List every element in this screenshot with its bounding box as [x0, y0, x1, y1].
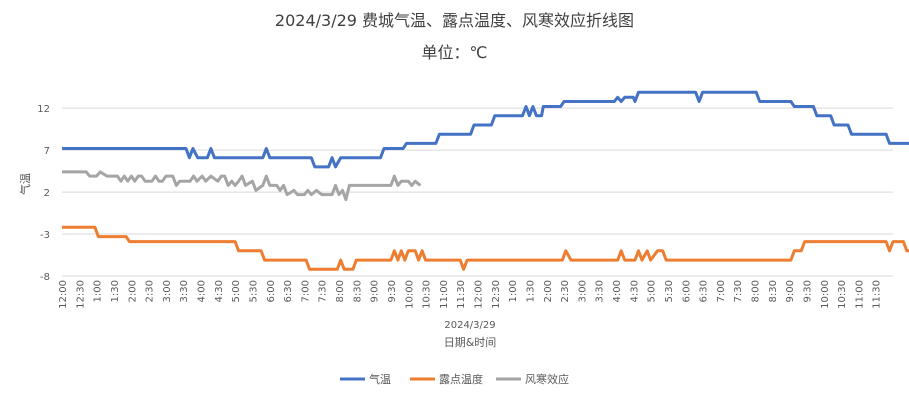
- x-tick-label: 9:30: [802, 280, 813, 302]
- legend-label: 气温: [369, 372, 391, 386]
- y-tick-label: -8: [40, 272, 50, 283]
- x-tick-label: 10:00: [820, 280, 831, 309]
- x-tick-label: 4:30: [214, 280, 225, 302]
- x-tick-label: 12:30: [491, 280, 502, 309]
- chart-title: 2024/3/29 费城气温、露点温度、风寒效应折线图: [275, 11, 634, 30]
- series-line-2: [62, 170, 422, 202]
- x-tick-label: 9:30: [387, 280, 398, 302]
- x-tick-label: 3:00: [577, 280, 588, 302]
- x-axis-ticks: 12:00 12:30 1:00 1:30 2:00 2:30 3:00 3:30 4:00 4:…: [58, 280, 883, 309]
- x-tick-label: 5:00: [647, 280, 658, 302]
- x-tick-label: 9:00: [370, 280, 381, 302]
- x-axis-title: 日期&时间: [444, 336, 497, 349]
- x-tick-label: 5:00: [231, 280, 242, 302]
- x-tick-label: 12:30: [75, 280, 86, 309]
- y-tick-label: 2: [44, 188, 50, 199]
- x-tick-label: 10:30: [837, 280, 848, 309]
- x-tick-label: 2:00: [543, 280, 554, 302]
- x-tick-label: 7:00: [716, 280, 727, 302]
- x-tick-label: 7:00: [300, 280, 311, 302]
- x-tick-label: 11:30: [456, 280, 467, 309]
- x-tick-label: 6:30: [699, 280, 710, 302]
- x-tick-label: 4:00: [612, 280, 623, 302]
- chart-subtitle: 单位：℃: [422, 43, 488, 62]
- x-tick-label: 5:30: [664, 280, 675, 302]
- y-axis-ticks: -8 -3 2 7 12: [37, 104, 50, 283]
- x-tick-label: 7:30: [733, 280, 744, 302]
- x-tick-label: 8:30: [352, 280, 363, 302]
- x-tick-label: 9:00: [785, 280, 796, 302]
- x-tick-label: 6:30: [283, 280, 294, 302]
- x-tick-label: 3:30: [179, 280, 190, 302]
- x-tick-label: 2:00: [127, 280, 138, 302]
- y-tick-label: 12: [37, 104, 50, 115]
- x-tick-label: 11:30: [872, 280, 883, 309]
- x-tick-label: 7:30: [318, 280, 329, 302]
- x-tick-label: 6:00: [681, 280, 692, 302]
- series-lines: [62, 90, 909, 271]
- x-tick-label: 10:30: [422, 280, 433, 309]
- legend-label: 风寒效应: [525, 372, 569, 386]
- x-tick-label: 8:00: [335, 280, 346, 302]
- x-tick-label: 3:30: [595, 280, 606, 302]
- x-tick-label: 1:30: [525, 280, 536, 302]
- x-tick-label: 5:30: [248, 280, 259, 302]
- x-tick-label: 4:00: [197, 280, 208, 302]
- legend: 气温 露点温度 风寒效应: [340, 372, 569, 386]
- x-tick-label: 10:00: [404, 280, 415, 309]
- x-tick-label: 8:00: [751, 280, 762, 302]
- x-axis-date-label: 2024/3/29: [444, 320, 495, 331]
- grid-lines: [62, 107, 893, 277]
- x-tick-label: 1:30: [110, 280, 121, 302]
- y-tick-label: 7: [44, 146, 50, 157]
- x-tick-label: 12:00: [58, 280, 69, 309]
- x-tick-label: 2:30: [560, 280, 571, 302]
- legend-label: 露点温度: [439, 372, 483, 386]
- x-tick-label: 12:00: [474, 280, 485, 309]
- x-tick-label: 3:00: [162, 280, 173, 302]
- x-tick-label: 4:30: [629, 280, 640, 302]
- y-tick-label: -3: [40, 230, 50, 241]
- y-axis-title: 气温: [18, 173, 32, 195]
- x-tick-label: 1:00: [93, 280, 104, 302]
- series-line-1: [62, 225, 909, 271]
- x-tick-label: 2:30: [145, 280, 156, 302]
- x-tick-label: 1:00: [508, 280, 519, 302]
- x-tick-label: 11:00: [439, 280, 450, 309]
- series-line-0: [62, 90, 909, 169]
- x-tick-label: 6:00: [266, 280, 277, 302]
- x-tick-label: 8:30: [768, 280, 779, 302]
- x-tick-label: 11:00: [854, 280, 865, 309]
